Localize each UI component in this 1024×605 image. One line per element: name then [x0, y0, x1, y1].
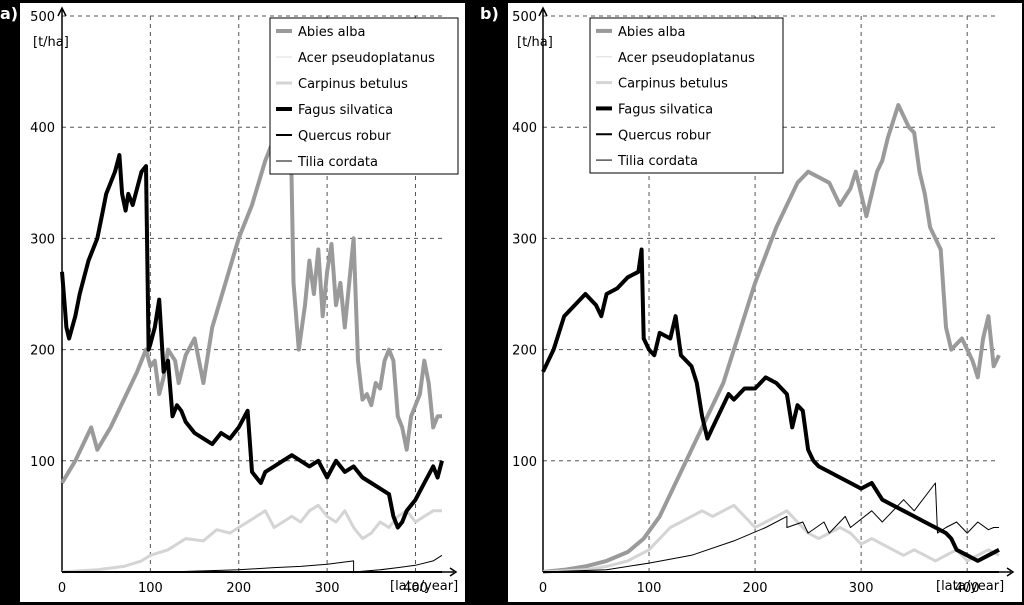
- x-tick-label: 100: [637, 581, 662, 596]
- x-tick-label: 300: [315, 581, 340, 596]
- y-unit-label: [t/ha]: [33, 35, 69, 50]
- legend-box: [269, 17, 459, 175]
- legend-label: Fagus silvatica: [618, 102, 713, 117]
- x-tick-label: 200: [743, 581, 768, 596]
- y-tick-label: 300: [30, 232, 55, 247]
- y-tick-label: 500: [512, 10, 537, 25]
- legend-label: Acer pseudoplatanus: [618, 51, 755, 66]
- panel-b: b) 100 200 300 400 500 0 100 200 300 400 [t/ha] [lat…: [480, 3, 1022, 602]
- x-tick-label: 400: [955, 581, 980, 596]
- series-line: [61, 503, 442, 574]
- x-unit-label: [lata/year]: [390, 579, 458, 594]
- panel-a: a) 100 200 300 400 500 0 100 200 300 400 [t/ha] [lat…: [0, 3, 465, 602]
- series-line: [60, 91, 442, 485]
- legend-label: Quercus robur: [298, 129, 391, 144]
- legend-label: Acer pseudoplatanus: [298, 51, 435, 66]
- y-tick-label: 100: [512, 455, 537, 470]
- series-line: [62, 554, 443, 573]
- y-tick-label: 400: [30, 121, 55, 136]
- series-line: [60, 153, 444, 530]
- x-axis-arrow: [449, 567, 458, 577]
- y-axis-arrow: [538, 6, 548, 17]
- y-unit-label: [t/ha]: [517, 35, 553, 50]
- y-tick-label: 100: [30, 455, 55, 470]
- panel-label: b): [480, 4, 499, 23]
- x-tick-label: 300: [849, 581, 874, 596]
- panel-label: a): [0, 4, 18, 23]
- legend-label: Quercus robur: [618, 128, 711, 143]
- y-tick-label: 200: [30, 344, 55, 359]
- legend-label: Abies alba: [298, 25, 365, 40]
- legend-label: Tilia cordata: [297, 155, 378, 170]
- series-line: [542, 503, 1000, 574]
- x-axis-arrow: [1006, 567, 1015, 577]
- series-line: [542, 482, 999, 573]
- x-tick-label: 100: [138, 581, 163, 596]
- x-unit-label: [lata/year]: [936, 579, 1004, 594]
- x-tick-label: 0: [58, 581, 66, 596]
- legend-label: Carpinus betulus: [298, 77, 408, 92]
- legend-label: Carpinus betulus: [618, 77, 728, 92]
- y-tick-label: 500: [30, 10, 55, 25]
- y-tick-label: 300: [512, 232, 537, 247]
- y-tick-label: 400: [512, 121, 537, 136]
- legend-label: Abies alba: [618, 25, 685, 40]
- legend-label: Tilia cordata: [617, 154, 698, 169]
- legend-label: Fagus silvatica: [298, 103, 393, 118]
- series-line: [541, 247, 1000, 563]
- y-tick-label: 200: [512, 344, 537, 359]
- legend-box: [589, 17, 784, 174]
- series-line: [542, 103, 1001, 574]
- x-tick-label: 0: [539, 581, 547, 596]
- y-axis-arrow: [57, 6, 67, 17]
- x-tick-label: 400: [403, 581, 428, 596]
- x-tick-label: 200: [226, 581, 251, 596]
